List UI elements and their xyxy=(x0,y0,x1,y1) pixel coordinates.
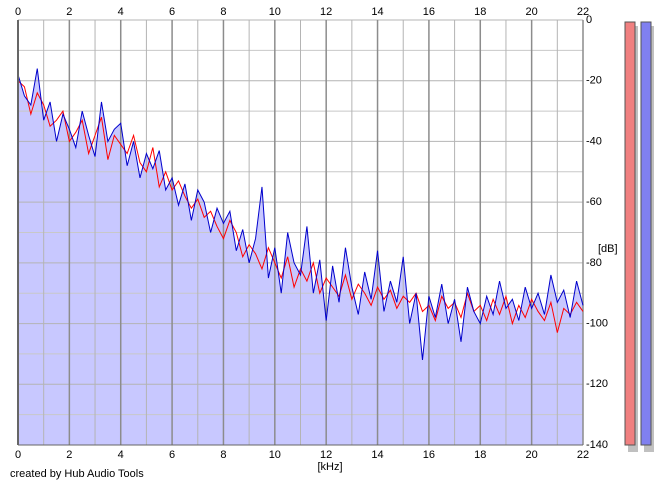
spectrum-area xyxy=(18,68,583,446)
y-tick-label: -60 xyxy=(586,196,602,208)
y-tick-label: -80 xyxy=(586,257,602,269)
x-tick-label: 2 xyxy=(66,6,72,18)
x-tick-label: 14 xyxy=(371,449,383,461)
x-tick-label: 22 xyxy=(577,6,589,18)
x-tick-label: 18 xyxy=(474,449,486,461)
x-tick-label: 0 xyxy=(15,449,21,461)
x-tick-label: 6 xyxy=(169,6,175,18)
spectrum-line xyxy=(17,68,584,361)
x-axis-label: [kHz] xyxy=(317,461,342,473)
credit: created by Hub Audio Tools xyxy=(10,468,144,480)
y-tick-label: -140 xyxy=(586,439,608,451)
y-tick-label: -100 xyxy=(586,317,608,329)
x-tick-label: 12 xyxy=(320,449,332,461)
x-tick-label: 8 xyxy=(220,449,226,461)
x-tick-label: 10 xyxy=(269,449,281,461)
x-tick-label: 18 xyxy=(474,6,486,18)
y-axis-label: [dB] xyxy=(598,243,618,255)
spectrum-line xyxy=(17,80,584,333)
x-tick-label: 4 xyxy=(118,449,124,461)
x-tick-label: 4 xyxy=(118,6,124,18)
x-tick-label: 20 xyxy=(526,449,538,461)
y-tick-label: 0 xyxy=(586,14,592,26)
x-tick-label: 16 xyxy=(423,449,435,461)
x-tick-label: 8 xyxy=(220,6,226,18)
blue-meter xyxy=(640,21,652,446)
y-tick-label: -40 xyxy=(586,135,602,147)
x-tick-label: 0 xyxy=(15,6,21,18)
x-tick-label: 2 xyxy=(66,449,72,461)
y-tick-label: -120 xyxy=(586,378,608,390)
x-tick-label: 14 xyxy=(371,6,383,18)
x-tick-label: 16 xyxy=(423,6,435,18)
x-tick-label: 20 xyxy=(526,6,538,18)
red-meter xyxy=(624,21,636,446)
x-tick-label: 12 xyxy=(320,6,332,18)
level-meters xyxy=(624,21,654,452)
y-tick-label: -20 xyxy=(586,75,602,87)
x-tick-label: 6 xyxy=(169,449,175,461)
x-tick-label: 22 xyxy=(577,449,589,461)
x-tick-label: 10 xyxy=(269,6,281,18)
